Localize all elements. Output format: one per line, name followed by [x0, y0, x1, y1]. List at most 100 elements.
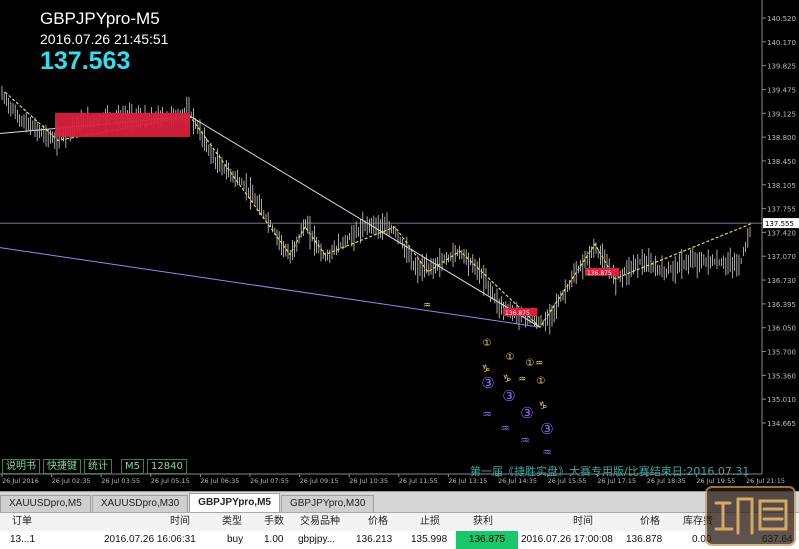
y-tick-label: 135.010: [767, 396, 796, 404]
timeframe-button[interactable]: M5: [121, 459, 144, 474]
signal-icon: ♒: [500, 422, 510, 435]
chart-symbol-title: GBPJPYpro-M5: [40, 9, 160, 28]
signal-icon: ③: [520, 404, 533, 422]
trade-marker: [503, 307, 537, 316]
col-lots[interactable]: 手数: [264, 516, 284, 527]
signal-icon: ①: [537, 376, 546, 387]
y-tick-label: 140.170: [767, 39, 796, 47]
signal-icon: ♒: [520, 434, 530, 447]
tab-gbpjpy-m5[interactable]: GBPJPYpro,M5: [189, 493, 280, 512]
col-price2[interactable]: 价格: [640, 516, 660, 527]
logo-icon: [705, 486, 796, 546]
x-tick-label: 26 Jul 03:55: [101, 477, 140, 485]
signal-icon: ♑: [539, 401, 548, 412]
x-tick-label: 26 Jul 18:35: [647, 477, 686, 485]
chart-toolbar: 说明书 快捷键 统计 M5 12840: [2, 459, 187, 474]
chart-datetime: 2016.07.26 21:45:51: [40, 31, 169, 47]
col-time[interactable]: 时间: [170, 516, 190, 527]
x-tick-label: 26 Jul 13:15: [448, 477, 487, 485]
order-lots: 1.00: [264, 534, 284, 545]
order-symbol: gbpjpy...: [298, 534, 336, 545]
trend-line: [189, 115, 541, 328]
signal-icon: ♒: [482, 408, 492, 421]
signal-icon: ♒: [535, 359, 543, 369]
y-tick-label: 134.665: [767, 420, 796, 428]
y-tick-label: 135.360: [767, 372, 796, 380]
order-close-price: 136.878: [626, 534, 663, 545]
current-price-tag-label: 137.555: [765, 220, 794, 228]
signal-icon: ①: [526, 358, 535, 369]
y-tick-label: 137.420: [767, 229, 796, 237]
order-id: 13...1: [10, 534, 36, 545]
signal-icon: ♑: [503, 374, 512, 385]
order-swap: 0.00: [692, 534, 712, 545]
y-tick-label: 135.700: [767, 349, 796, 357]
x-tick-label: 26 Jul 17:15: [597, 477, 636, 485]
y-tick-label: 139.125: [767, 110, 796, 118]
x-tick-label: 26 Jul 21:15: [746, 477, 785, 485]
x-tick-label: 26 Jul 11:55: [399, 477, 438, 485]
trade-marker-label: 136.875: [587, 270, 612, 277]
y-tick-label: 138.450: [767, 158, 796, 166]
signal-icon: ♒: [518, 375, 526, 385]
tab-gbpjpy-m30[interactable]: GBPJPYpro,M30: [280, 495, 375, 512]
supply-zone: [55, 112, 190, 137]
order-price: 136.213: [356, 534, 393, 545]
x-tick-label: 26 Jul 14:35: [498, 477, 537, 485]
order-close-time: 2016.07.26 17:00:08: [521, 534, 613, 545]
hotkeys-button[interactable]: 快捷键: [43, 459, 81, 474]
signal-icon: ♒: [423, 301, 431, 311]
x-tick-label: 26 Jul 2016: [2, 477, 39, 485]
col-symbol[interactable]: 交易品种: [300, 516, 340, 527]
contest-banner: 第一届《捷胜实盘》大赛专用版/比赛结束日:2016.07.31: [470, 465, 750, 478]
chart-bid-price: 137.563: [40, 47, 131, 75]
manual-button[interactable]: 说明书: [2, 459, 40, 474]
col-time2[interactable]: 时间: [573, 516, 593, 527]
tab-xauusd-m5[interactable]: XAUUSDpro,M5: [0, 495, 91, 512]
orders-header: 订单 时间 类型 手数 交易品种 价格 止损 获利 时间 价格 库存费: [0, 512, 799, 532]
signal-icon: ♒: [542, 446, 552, 459]
current-price-tag: [763, 218, 799, 229]
x-tick-label: 26 Jul 02:35: [52, 477, 91, 485]
y-tick-label: 136.730: [767, 277, 796, 285]
signal-icon: ③: [502, 387, 515, 405]
order-time: 2016.07.26 16:06:31: [104, 534, 196, 545]
col-order[interactable]: 订单: [12, 516, 32, 527]
trade-marker: [585, 267, 619, 276]
order-type: buy: [227, 534, 244, 545]
x-tick-label: 26 Jul 09:15: [300, 477, 339, 485]
x-tick-label: 26 Jul 19:55: [696, 477, 735, 485]
signal-icon: ③: [481, 374, 494, 392]
channel-line: [0, 247, 541, 328]
x-tick-label: 26 Jul 06:35: [200, 477, 239, 485]
y-tick-label: 137.755: [767, 206, 796, 214]
y-tick-label: 139.825: [767, 63, 796, 71]
col-sl[interactable]: 止损: [420, 516, 440, 527]
col-price[interactable]: 价格: [368, 516, 388, 527]
y-tick-label: 138.105: [767, 182, 796, 190]
y-tick-label: 136.050: [767, 325, 796, 333]
price-chart[interactable]: 140.520 140.170 139.825 139.475 139.125 138.8…: [0, 0, 799, 490]
y-tick-label: 140.520: [767, 15, 796, 23]
order-sl: 135.998: [411, 534, 448, 545]
x-tick-label: 26 Jul 05:15: [151, 477, 190, 485]
signal-icon: ③: [540, 420, 553, 438]
signal-icon: ①: [506, 352, 515, 363]
y-tick-label: 137.070: [767, 253, 796, 261]
signal-icon: ♑: [482, 364, 491, 375]
col-swap[interactable]: 库存费: [683, 516, 713, 527]
stats-button[interactable]: 统计: [84, 459, 112, 474]
table-row[interactable]: 13...1 2016.07.26 16:06:31 buy 1.00 gbpj…: [0, 531, 799, 549]
trade-marker-label: 136.875: [505, 310, 530, 317]
order-tp: 136.875: [456, 531, 518, 549]
y-tick-label: 136.395: [767, 301, 796, 309]
x-tick-label: 26 Jul 07:55: [250, 477, 289, 485]
y-tick-label: 139.475: [767, 86, 796, 94]
tab-xauusd-m30[interactable]: XAUUSDpro,M30: [91, 495, 189, 512]
counter-badge: 12840: [147, 459, 187, 474]
x-tick-label: 26 Jul 10:35: [349, 477, 388, 485]
col-type[interactable]: 类型: [222, 516, 242, 527]
col-tp[interactable]: 获利: [473, 516, 493, 527]
signal-icon: ①: [483, 338, 492, 349]
chart-tabs: XAUUSDpro,M5 XAUUSDpro,M30 GBPJPYpro,M5 …: [0, 491, 799, 512]
